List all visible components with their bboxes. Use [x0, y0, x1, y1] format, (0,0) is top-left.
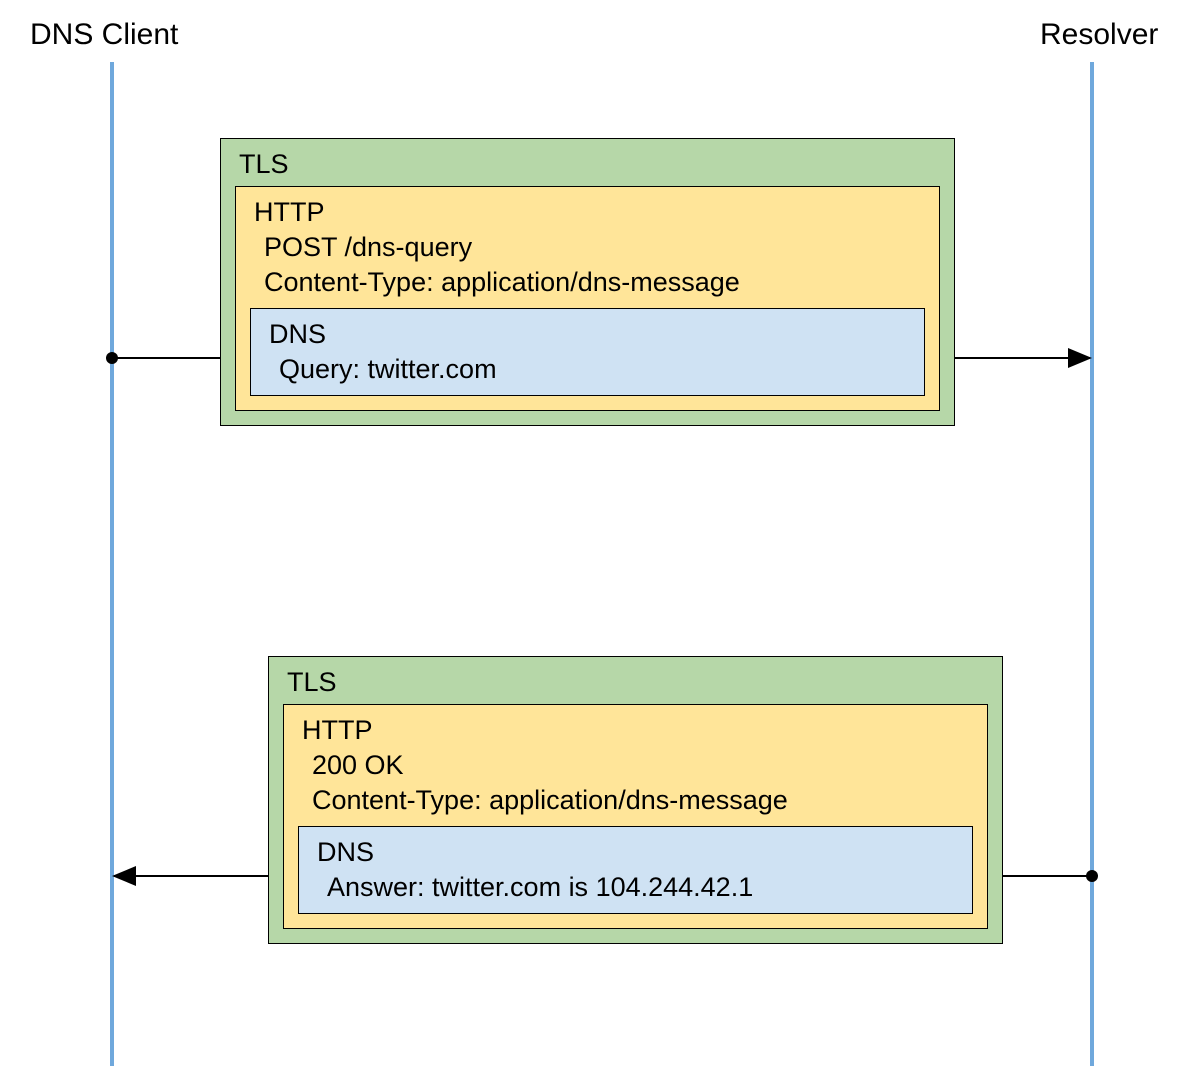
- response-dns-box: DNS Answer: twitter.com is 104.244.42.1: [298, 826, 973, 914]
- request-http-label: HTTP: [250, 197, 925, 228]
- request-dns-box: DNS Query: twitter.com: [250, 308, 925, 396]
- response-http-line-1: 200 OK: [298, 750, 973, 781]
- arrow-head-left-icon: [112, 866, 136, 886]
- response-http-label: HTTP: [298, 715, 973, 746]
- arrow-head-right-icon: [1068, 348, 1092, 368]
- response-http-line-2: Content-Type: application/dns-message: [298, 785, 973, 816]
- request-http-box: HTTP POST /dns-query Content-Type: appli…: [235, 186, 940, 411]
- arrow-origin-dot: [106, 352, 118, 364]
- arrow-origin-dot: [1086, 870, 1098, 882]
- request-http-line-2: Content-Type: application/dns-message: [250, 267, 925, 298]
- sequence-diagram: DNS Client Resolver TLS HTTP POST /dns-q…: [0, 0, 1200, 1066]
- response-dns-line-1: Answer: twitter.com is 104.244.42.1: [313, 872, 958, 903]
- participant-right-label: Resolver: [1040, 18, 1158, 52]
- response-http-box: HTTP 200 OK Content-Type: application/dn…: [283, 704, 988, 929]
- request-tls-label: TLS: [235, 149, 940, 180]
- request-dns-label: DNS: [265, 319, 910, 350]
- request-tls-box: TLS HTTP POST /dns-query Content-Type: a…: [220, 138, 955, 426]
- lifeline-left: [110, 62, 114, 1066]
- lifeline-right: [1090, 62, 1094, 1066]
- request-dns-line-1: Query: twitter.com: [265, 354, 910, 385]
- participant-left-label: DNS Client: [30, 18, 178, 52]
- response-tls-box: TLS HTTP 200 OK Content-Type: applicatio…: [268, 656, 1003, 944]
- request-http-line-1: POST /dns-query: [250, 232, 925, 263]
- response-dns-label: DNS: [313, 837, 958, 868]
- response-tls-label: TLS: [283, 667, 988, 698]
